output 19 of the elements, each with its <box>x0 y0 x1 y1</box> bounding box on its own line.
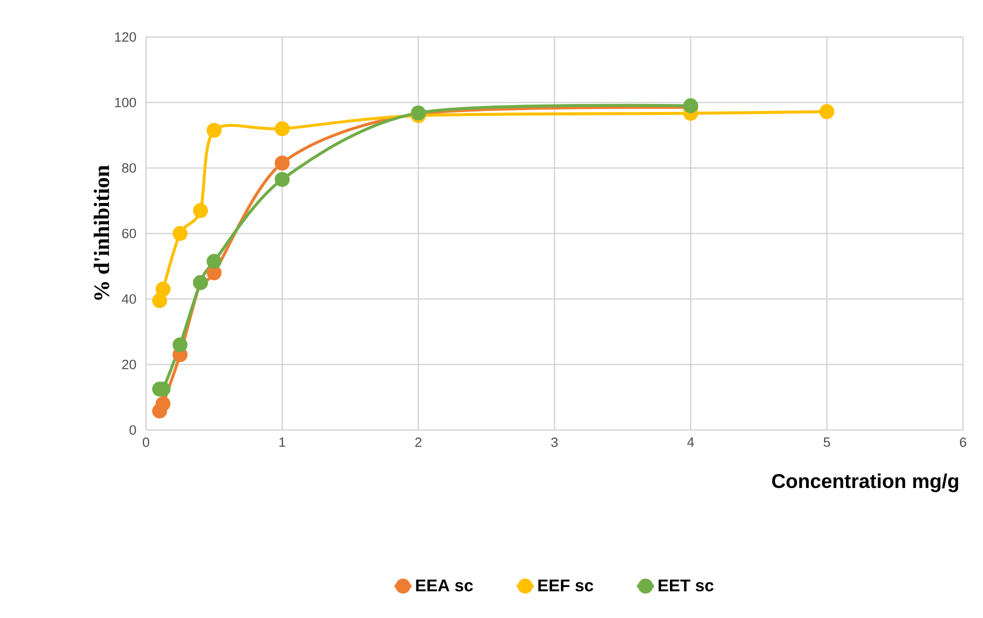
y-tick-label: 0 <box>130 425 136 435</box>
x-tick-label: 3 <box>551 437 558 448</box>
x-tick-label: 5 <box>824 437 830 447</box>
x-tick-label: 6 <box>960 437 966 448</box>
legend-label: EEA sc <box>416 580 473 592</box>
x-tick-label: 4 <box>687 437 694 447</box>
y-tick-label: 40 <box>122 294 136 304</box>
y-tick-label: 20 <box>122 360 136 370</box>
y-tick-label: 120 <box>115 32 136 42</box>
legend-label: EET sc <box>658 580 714 592</box>
x-tick-label: 0 <box>142 437 150 448</box>
x-tick-label: 1 <box>279 437 286 447</box>
legend-label: EEF sc <box>538 580 594 592</box>
y-tick-label: 80 <box>122 163 136 173</box>
y-tick-label: 60 <box>122 228 136 238</box>
y-axis-title: % d'inhibition <box>94 165 110 300</box>
x-tick-label: 2 <box>415 437 422 447</box>
y-tick-label: 100 <box>115 98 136 108</box>
x-axis-title: Concentration mg/g <box>772 474 958 492</box>
